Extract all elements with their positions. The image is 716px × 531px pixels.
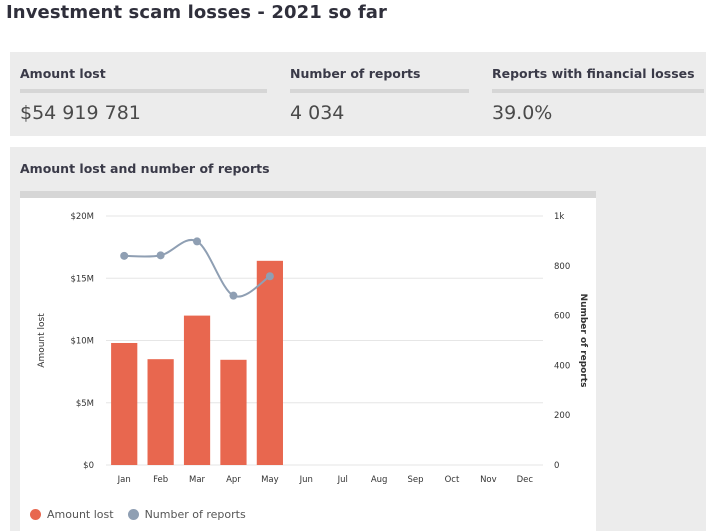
page-title: Investment scam losses - 2021 so far <box>6 2 388 23</box>
y2-tick-label: 0 <box>554 461 559 471</box>
y-tick-label: $10M <box>70 337 94 347</box>
reports-point-may <box>265 272 274 281</box>
y-tick-label: $5M <box>76 399 94 409</box>
reports-point-jan <box>120 251 129 260</box>
x-tick-label: Jun <box>299 475 313 485</box>
y2-tick-label: 600 <box>554 312 570 322</box>
y-tick-label: $0 <box>83 461 94 471</box>
x-tick-label: Feb <box>153 475 168 485</box>
bar-may <box>256 260 283 465</box>
y-tick-label: $20M <box>70 212 94 222</box>
bar-jan <box>111 342 138 465</box>
y2-tick-label: 200 <box>554 411 570 421</box>
stat-value: $54 919 781 <box>20 102 141 124</box>
legend-swatch-line <box>127 508 139 520</box>
x-tick-label: Jul <box>337 475 348 485</box>
x-tick-label: May <box>261 475 279 485</box>
legend-item-amount-lost[interactable]: Amount lost <box>30 508 114 521</box>
bar-apr <box>220 359 247 465</box>
y2-axis-title: Number of reports <box>578 294 588 388</box>
stat-divider <box>20 89 267 93</box>
x-tick-label: Oct <box>445 475 460 485</box>
y-axis-title: Amount lost <box>37 313 47 368</box>
reports-point-mar <box>193 237 202 246</box>
chart-panel: Amount lost and number of reports $0 $5M $… <box>10 147 706 531</box>
stat-label: Amount lost <box>20 66 106 81</box>
y2-tick-label: 400 <box>554 361 570 371</box>
y2-tick-label: 800 <box>554 262 570 272</box>
reports-line <box>124 238 271 298</box>
stat-value: 39.0% <box>492 102 553 124</box>
x-tick-label: Mar <box>189 475 206 485</box>
stat-value: 4 034 <box>290 102 345 124</box>
legend-item-number-of-reports[interactable]: Number of reports <box>127 507 246 521</box>
bar-feb <box>147 359 174 465</box>
legend-label: Number of reports <box>144 507 246 521</box>
stat-divider <box>290 89 469 93</box>
chart-card: $0 $5M $10M $15M $20M 0 200 400 600 800 1k Jan Feb Ma… <box>20 198 596 531</box>
reports-point-feb <box>156 251 165 260</box>
legend-swatch-bar <box>30 508 41 520</box>
stat-label: Reports with financial losses <box>492 66 695 81</box>
x-tick-label: Dec <box>517 475 534 485</box>
x-tick-label: Aug <box>371 475 388 485</box>
stat-label: Number of reports <box>290 66 421 81</box>
reports-point-apr <box>229 291 238 300</box>
legend-label: Amount lost <box>47 507 114 521</box>
x-tick-label: Jan <box>117 475 131 485</box>
stats-panel: Amount lost $54 919 781 Number of report… <box>10 52 706 136</box>
stat-divider <box>492 89 704 93</box>
x-tick-label: Sep <box>408 475 424 485</box>
y-tick-label: $15M <box>70 274 94 284</box>
chart-divider <box>20 191 596 198</box>
y2-tick-label: 1k <box>554 212 564 222</box>
chart-legend: Amount lost Number of reports <box>30 504 260 524</box>
chart-title: Amount lost and number of reports <box>20 161 270 176</box>
x-tick-label: Nov <box>480 475 497 485</box>
bar-mar <box>183 315 211 465</box>
x-tick-label: Apr <box>226 475 241 485</box>
combo-chart: $0 $5M $10M $15M $20M 0 200 400 600 800 1k Jan Feb Ma… <box>37 212 588 485</box>
